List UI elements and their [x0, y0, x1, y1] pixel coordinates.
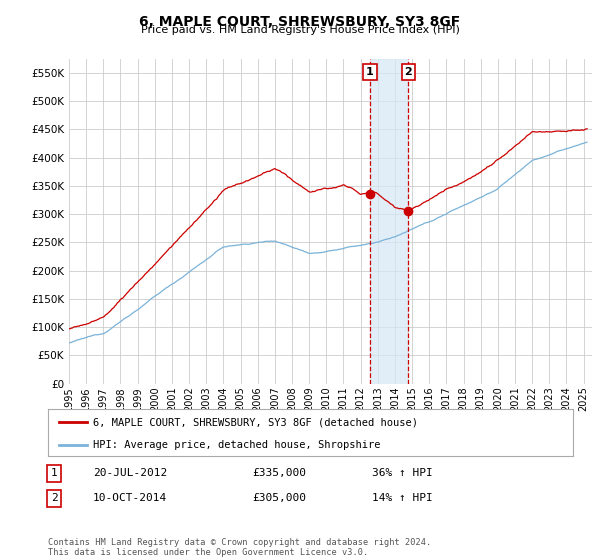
Text: 2: 2: [404, 67, 412, 77]
Text: 6, MAPLE COURT, SHREWSBURY, SY3 8GF: 6, MAPLE COURT, SHREWSBURY, SY3 8GF: [139, 15, 461, 29]
Text: 1: 1: [366, 67, 374, 77]
Text: 36% ↑ HPI: 36% ↑ HPI: [372, 468, 433, 478]
Text: 2: 2: [50, 493, 58, 503]
Text: £335,000: £335,000: [252, 468, 306, 478]
Text: Price paid vs. HM Land Registry's House Price Index (HPI): Price paid vs. HM Land Registry's House …: [140, 25, 460, 35]
Text: 20-JUL-2012: 20-JUL-2012: [93, 468, 167, 478]
Text: HPI: Average price, detached house, Shropshire: HPI: Average price, detached house, Shro…: [92, 440, 380, 450]
Text: 6, MAPLE COURT, SHREWSBURY, SY3 8GF (detached house): 6, MAPLE COURT, SHREWSBURY, SY3 8GF (det…: [92, 417, 418, 427]
Text: 14% ↑ HPI: 14% ↑ HPI: [372, 493, 433, 503]
Text: £305,000: £305,000: [252, 493, 306, 503]
Bar: [370, 59, 409, 384]
Text: Contains HM Land Registry data © Crown copyright and database right 2024.
This d: Contains HM Land Registry data © Crown c…: [48, 538, 431, 557]
Text: 1: 1: [50, 468, 58, 478]
Text: 10-OCT-2014: 10-OCT-2014: [93, 493, 167, 503]
